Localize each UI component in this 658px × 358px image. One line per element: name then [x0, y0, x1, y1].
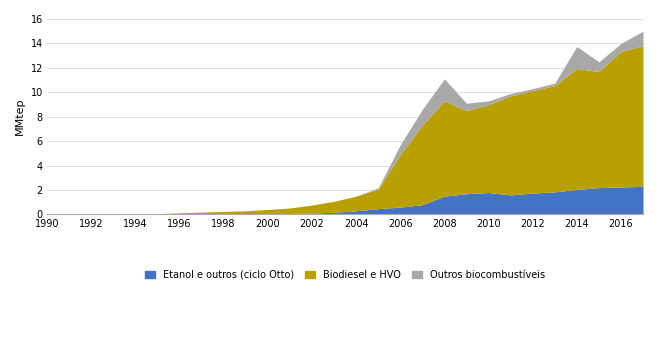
- Legend: Etanol e outros (ciclo Otto), Biodiesel e HVO, Outros biocombustíveis: Etanol e outros (ciclo Otto), Biodiesel …: [141, 266, 549, 284]
- Y-axis label: MMtep: MMtep: [15, 98, 25, 135]
